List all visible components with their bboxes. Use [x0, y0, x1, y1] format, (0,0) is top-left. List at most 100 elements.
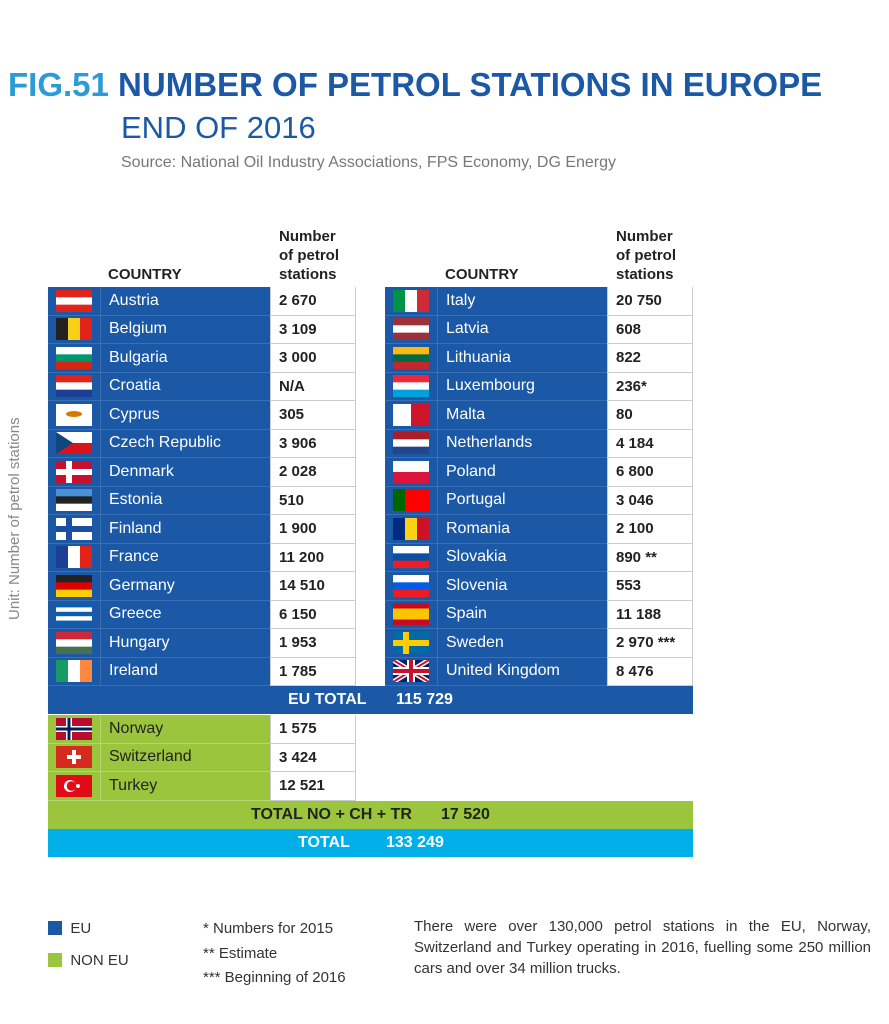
- non-eu-total-label: TOTAL NO + CH + TR: [251, 806, 412, 823]
- country-name: Croatia: [100, 372, 270, 401]
- note-estimate: ** Estimate: [203, 945, 278, 962]
- station-count: 822: [607, 344, 693, 373]
- table-row: Norway 1 575: [48, 715, 356, 744]
- country-name: Spain: [437, 600, 607, 629]
- note-beginning-2016: *** Beginning of 2016: [203, 969, 346, 986]
- flag-icon: [48, 401, 100, 430]
- country-name: Netherlands: [437, 429, 607, 458]
- station-count: 80: [607, 401, 693, 430]
- flag-icon: [48, 344, 100, 373]
- flag-icon: [385, 572, 437, 601]
- table-row: Spain 11 188: [385, 600, 693, 629]
- flag-icon: [48, 629, 100, 658]
- flag-icon: [48, 429, 100, 458]
- flag-icon: [385, 629, 437, 658]
- station-count: 2 970 ***: [607, 629, 693, 658]
- flag-icon: [385, 515, 437, 544]
- table-row: Hungary 1 953: [48, 629, 356, 658]
- table-row: Lithuania 822: [385, 344, 693, 373]
- station-count: 236*: [607, 372, 693, 401]
- grand-total-label: TOTAL: [298, 834, 350, 851]
- flag-icon: [385, 372, 437, 401]
- eu-total-bar: EU TOTAL 115 729: [48, 686, 693, 714]
- flag-icon: [48, 600, 100, 629]
- source-text: Source: National Oil Industry Associatio…: [121, 154, 617, 171]
- column-header-country: COUNTRY: [445, 266, 519, 283]
- table-row: Switzerland 3 424: [48, 743, 356, 772]
- table-row: Finland 1 900: [48, 515, 356, 544]
- flag-icon: [385, 315, 437, 344]
- country-name: Bulgaria: [100, 344, 270, 373]
- table-row: Bulgaria 3 000: [48, 344, 356, 373]
- country-name: Austria: [100, 287, 270, 316]
- table-row: Turkey 12 521: [48, 772, 356, 801]
- country-name: Czech Republic: [100, 429, 270, 458]
- grand-total-bar: TOTAL 133 249: [48, 829, 693, 857]
- country-name: France: [100, 543, 270, 572]
- country-name: Italy: [437, 287, 607, 316]
- station-count: 14 510: [270, 572, 356, 601]
- station-count: 6 150: [270, 600, 356, 629]
- flag-icon: [48, 287, 100, 316]
- station-count: 3 109: [270, 315, 356, 344]
- table-row: Poland 6 800: [385, 458, 693, 487]
- table-row: Portugal 3 046: [385, 486, 693, 515]
- station-count: 4 184: [607, 429, 693, 458]
- unit-label: Unit: Number of petrol stations: [6, 417, 23, 620]
- station-count: 3 000: [270, 344, 356, 373]
- flag-icon: [48, 315, 100, 344]
- column-header-number: Number of petrol stations: [279, 228, 339, 283]
- station-count: 8 476: [607, 657, 693, 686]
- table-row: Germany 14 510: [48, 572, 356, 601]
- country-name: Germany: [100, 572, 270, 601]
- legend-non-eu: NON EU: [48, 952, 129, 969]
- flag-icon: [48, 543, 100, 572]
- eu-total-label: EU TOTAL: [288, 691, 367, 708]
- station-count: 1 785: [270, 657, 356, 686]
- table-row: United Kingdom 8 476: [385, 657, 693, 686]
- figure-title: FIG.51 NUMBER OF PETROL STATIONS IN EURO…: [8, 66, 822, 104]
- table-row: Slovenia 553: [385, 572, 693, 601]
- station-count: 305: [270, 401, 356, 430]
- table-row: Italy 20 750: [385, 287, 693, 316]
- country-name: Slovenia: [437, 572, 607, 601]
- table-row: Romania 2 100: [385, 515, 693, 544]
- table-row: Czech Republic 3 906: [48, 429, 356, 458]
- station-count: 608: [607, 315, 693, 344]
- legend-eu: EU: [48, 920, 91, 937]
- station-count: 2 670: [270, 287, 356, 316]
- station-count: 6 800: [607, 458, 693, 487]
- country-name: Hungary: [100, 629, 270, 658]
- flag-icon: [48, 772, 100, 801]
- footnote-text: There were over 130,000 petrol stations …: [414, 918, 871, 977]
- table-row: Denmark 2 028: [48, 458, 356, 487]
- table-row: Cyprus 305: [48, 401, 356, 430]
- country-name: Belgium: [100, 315, 270, 344]
- flag-icon: [385, 600, 437, 629]
- station-count: 553: [607, 572, 693, 601]
- flag-icon: [385, 543, 437, 572]
- table-row: Latvia 608: [385, 315, 693, 344]
- country-name: Ireland: [100, 657, 270, 686]
- station-count: 510: [270, 486, 356, 515]
- flag-icon: [48, 657, 100, 686]
- country-name: Malta: [437, 401, 607, 430]
- station-count: 1 953: [270, 629, 356, 658]
- flag-icon: [48, 743, 100, 772]
- flag-icon: [385, 657, 437, 686]
- station-count: 1 900: [270, 515, 356, 544]
- country-name: Portugal: [437, 486, 607, 515]
- table-row: Austria 2 670: [48, 287, 356, 316]
- country-name: Norway: [100, 715, 270, 744]
- country-name: Cyprus: [100, 401, 270, 430]
- station-count: 890 **: [607, 543, 693, 572]
- flag-icon: [385, 486, 437, 515]
- non-eu-total-value: 17 520: [441, 806, 490, 823]
- flag-icon: [385, 429, 437, 458]
- station-count: 1 575: [270, 715, 356, 744]
- table-row: Belgium 3 109: [48, 315, 356, 344]
- flag-icon: [48, 372, 100, 401]
- country-name: Estonia: [100, 486, 270, 515]
- station-count: 3 046: [607, 486, 693, 515]
- flag-icon: [385, 287, 437, 316]
